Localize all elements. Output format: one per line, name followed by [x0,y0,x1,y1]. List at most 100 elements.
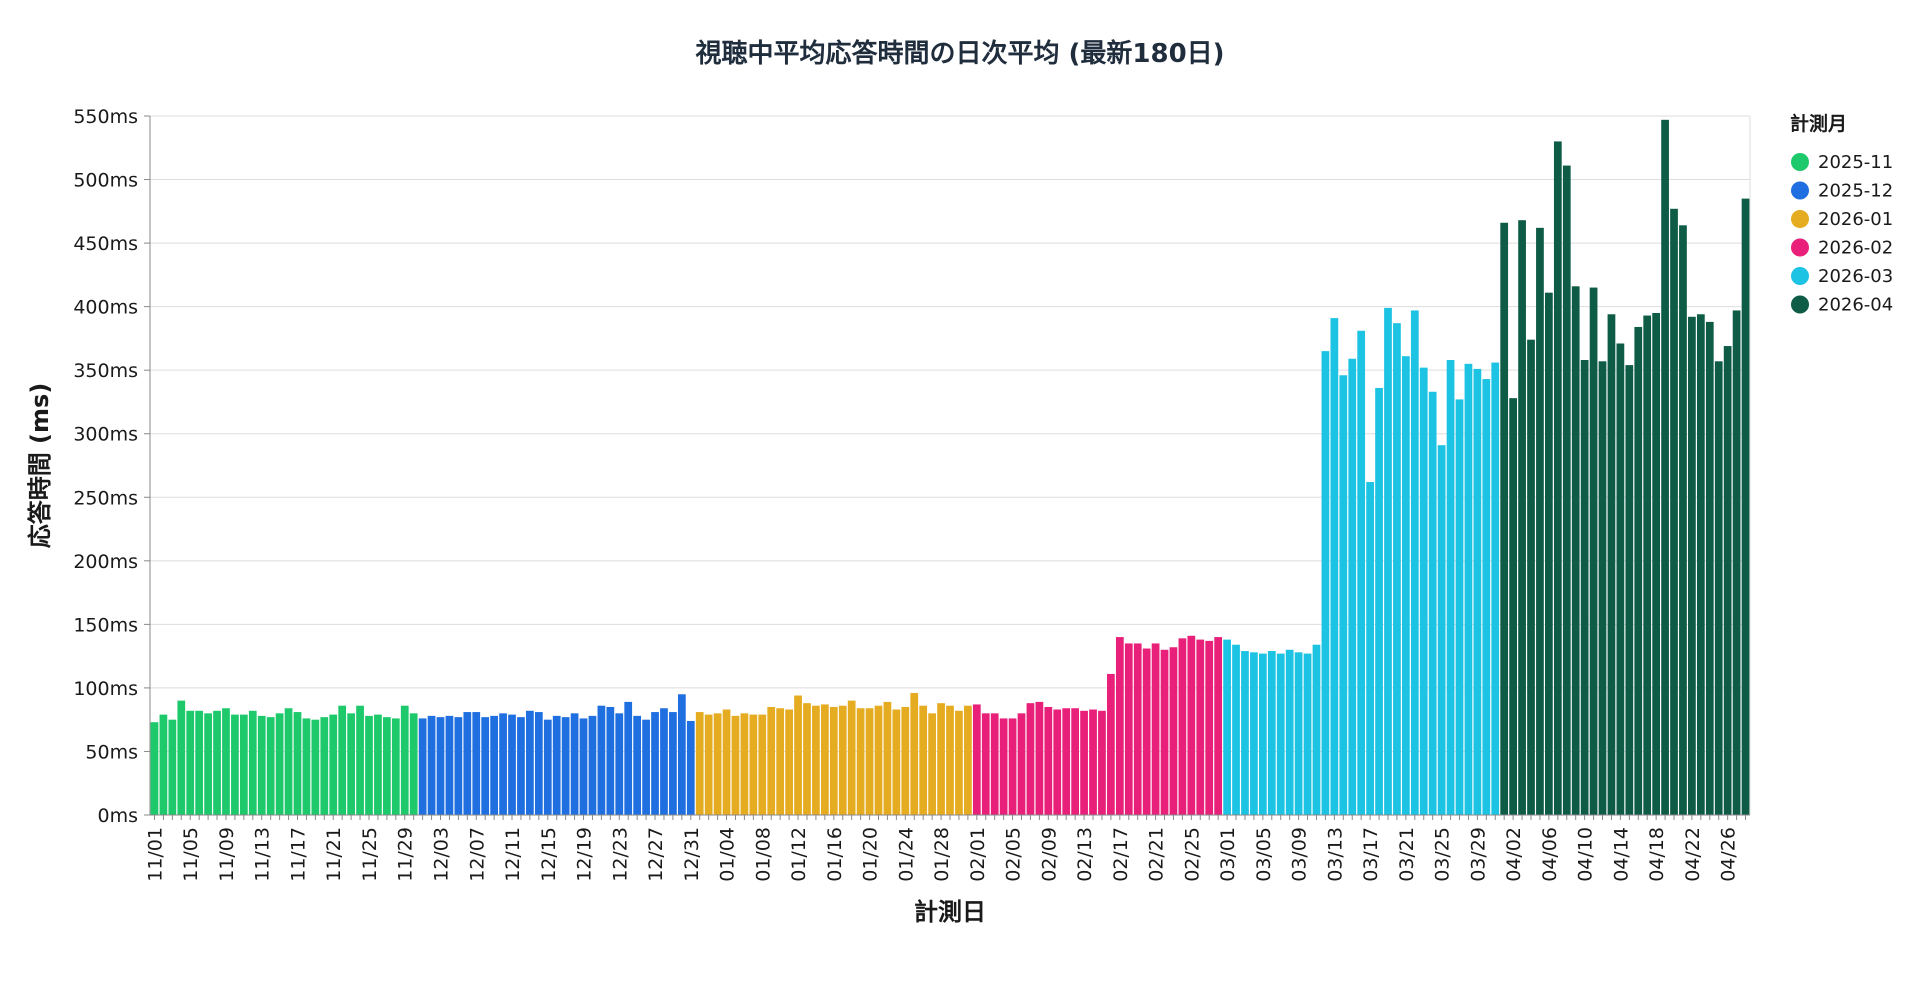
y-tick-label: 50ms [85,741,138,763]
bar-02-16 [1107,673,1115,815]
bar-04-16 [1634,326,1643,815]
x-tick-label: 12/31 [681,827,703,882]
x-tick-label: 12/19 [574,827,596,882]
bar-03-04 [1250,652,1258,815]
bar-03-28 [1464,363,1473,815]
bar-11-24 [356,705,364,815]
y-tick-label: 0ms [98,805,139,827]
bar-02-26 [1196,639,1205,815]
bar-03-19 [1384,307,1392,815]
bar-04-17 [1643,315,1652,815]
bar-12-06 [463,712,472,815]
bar-11-22 [338,705,347,815]
bar-03-11 [1312,644,1321,815]
bar-02-05 [1008,718,1017,815]
bar-01-28 [937,703,945,815]
legend-title: 計測月 [1790,112,1847,135]
bar-02-02 [981,713,990,815]
x-tick-label: 11/05 [180,827,202,882]
bar-01-03 [713,713,722,815]
y-axis-title: 応答時間 (ms) [26,383,54,549]
bar-11-28 [391,718,400,815]
bar-11-19 [311,719,320,815]
x-tick-label: 03/09 [1289,827,1311,882]
bar-11-30 [409,713,418,815]
bar-01-09 [767,706,776,815]
x-tick-label: 03/01 [1217,827,1239,882]
x-tick-label: 04/26 [1718,827,1740,882]
bar-03-30 [1482,379,1491,815]
bar-04-23 [1696,314,1705,815]
bar-03-03 [1241,651,1249,815]
bar-01-06 [740,713,749,815]
bar-01-19 [856,708,865,815]
bar-02-03 [990,713,999,815]
bar-01-31 [964,705,972,815]
bars [150,119,1750,816]
bar-12-23 [615,713,624,815]
x-tick-label: 04/02 [1503,827,1525,882]
bar-12-15 [543,719,552,815]
x-tick-label: 11/13 [252,827,274,882]
bar-02-10 [1053,709,1062,815]
bar-12-28 [660,708,668,815]
x-tick-label: 03/21 [1396,827,1418,882]
x-axis-title: 計測日 [914,898,986,926]
bar-11-11 [239,714,248,815]
x-tick-label: 01/24 [895,827,917,882]
x-tick-label: 11/01 [144,827,166,882]
bar-11-05 [186,710,195,815]
bar-11-08 [213,710,221,815]
bar-03-18 [1375,387,1383,815]
x-tick-label: 12/11 [502,827,524,882]
bar-01-14 [812,705,820,815]
x-tick-label: 04/18 [1646,827,1668,882]
bar-03-20 [1393,323,1401,815]
bar-12-26 [642,719,650,815]
bar-03-16 [1357,330,1366,815]
bar-01-13 [803,703,811,815]
x-tick-label: 12/27 [645,827,667,882]
bar-12-19 [579,718,588,815]
x-tick-label: 12/15 [538,827,560,882]
legend-label: 2026-02 [1818,238,1893,259]
bar-01-07 [749,714,758,815]
legend-item-2025-11: 2025-11 [1791,152,1893,173]
x-tick-label: 01/12 [788,827,810,882]
bar-01-12 [794,695,802,815]
y-tick-label: 350ms [73,360,138,382]
bar-03-05 [1258,653,1267,815]
bar-12-13 [526,710,534,815]
bar-11-16 [284,708,293,815]
legend-item-2025-12: 2025-12 [1791,181,1893,202]
bar-11-09 [222,708,230,815]
bar-03-17 [1366,482,1374,815]
bar-02-24 [1178,638,1187,815]
x-tick-label: 11/29 [395,827,417,882]
bar-03-12 [1321,351,1330,815]
bar-03-06 [1267,651,1276,815]
legend-label: 2026-03 [1818,266,1893,287]
bar-04-02 [1509,398,1517,815]
bar-02-07 [1026,703,1035,815]
bar-01-25 [910,692,919,815]
legend-swatch [1791,295,1809,314]
bar-01-02 [704,714,713,815]
bar-04-03 [1518,220,1526,815]
bar-12-11 [508,714,516,815]
bar-11-17 [293,712,302,815]
x-tick-label: 04/14 [1610,827,1632,882]
bar-01-08 [758,714,767,815]
bar-03-26 [1446,360,1455,815]
bar-12-20 [588,715,597,815]
x-tick-label: 01/20 [860,827,882,882]
bar-03-21 [1402,356,1410,815]
bar-12-27 [651,712,659,815]
bar-04-11 [1589,287,1598,815]
bar-01-11 [785,709,793,815]
bar-04-04 [1527,339,1535,815]
bar-04-18 [1652,312,1661,815]
axes: 0ms 50ms 100ms 150ms 200ms 250ms 300ms 350ms 400… [73,106,1750,882]
x-tick-label: 02/17 [1110,827,1132,882]
bar-12-31 [686,720,695,815]
